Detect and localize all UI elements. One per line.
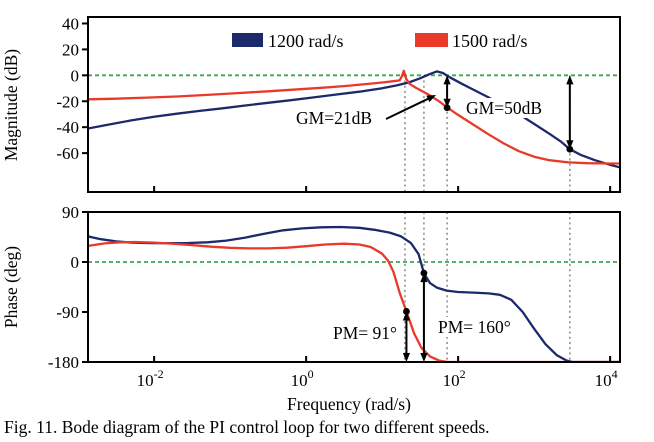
y-tick-label: -180 [48, 353, 79, 372]
plot-border [87, 211, 621, 363]
y-tick-label: -20 [56, 92, 79, 111]
legend-swatch-1200-rad-s [232, 33, 263, 47]
phase-plot: 90 0 -90 -180 Phase (deg) 10-2 100 102 104 Freque… [1, 203, 621, 414]
annotation-text: PM= 160° [438, 317, 511, 337]
measure-arrow-head-bottom [402, 353, 411, 362]
crossover-dot [420, 269, 428, 277]
measure-arrow-head-top [566, 75, 574, 85]
annotation-text-bg [464, 98, 544, 118]
measure-arrow-head-top [443, 75, 451, 85]
measure-arrow-head-top [420, 273, 428, 283]
annotation-gm-50db: GM=50dB [464, 75, 574, 153]
plot-border [87, 16, 621, 193]
y-tick-label: 20 [62, 40, 79, 59]
annotation-pm-160-: PM= 160° [420, 269, 513, 362]
measure-arrow-head-bottom [420, 353, 428, 362]
x-tick-label: 102 [443, 367, 466, 390]
crossover-dot [566, 145, 574, 153]
y-tick-label: -90 [56, 303, 79, 322]
annotation-text: PM= 91° [333, 323, 397, 343]
pointer-line [385, 96, 433, 120]
bode-plot-canvas: 40 20 0 -20 -40 -60 Magnitude (dB) GM=21dB GM=50… [1, 14, 621, 414]
y-tick-label: -40 [56, 118, 79, 137]
series-curve-1200-rad-s [88, 225, 620, 362]
annotation-text-bg [436, 317, 513, 337]
series-curve-1200-rad-s [88, 70, 620, 169]
measure-arrow-head-bottom [566, 140, 574, 150]
annotation-gm-21db: GM=21dB [294, 75, 451, 128]
pointer-arrow-head [426, 95, 436, 103]
measure-arrow-head-top [402, 311, 411, 321]
legend: 1200 rad/s 1500 rad/s [232, 31, 528, 51]
y-tick-label: 0 [71, 66, 80, 85]
annotation-pm-91-: PM= 91° [331, 308, 411, 362]
annotation-text-bg [331, 323, 400, 343]
series-curve-1500-rad-s [88, 69, 620, 165]
legend-label: 1500 rad/s [452, 31, 528, 51]
figure-caption: Fig. 11. Bode diagram of the PI control … [4, 417, 490, 437]
crossover-dot [443, 104, 451, 112]
x-axis-label: Frequency (rad/s) [287, 394, 411, 414]
legend-label: 1200 rad/s [268, 31, 344, 51]
annotation-text-bg [294, 108, 374, 128]
x-tick-label: 10-2 [137, 367, 164, 390]
measure-arrow-head-bottom [443, 98, 451, 108]
y-tick-label: 40 [62, 14, 79, 33]
annotation-text: GM=21dB [296, 108, 372, 128]
y-axis-label: Phase (deg) [1, 246, 21, 328]
series-curve-1500-rad-s [88, 240, 620, 362]
legend-swatch-1500-rad-s [415, 33, 448, 47]
y-tick-label: 0 [71, 253, 80, 272]
y-axis-label: Magnitude (dB) [1, 49, 21, 161]
crossover-dot [403, 308, 410, 315]
annotation-text: GM=50dB [466, 98, 542, 118]
magnitude-plot: 40 20 0 -20 -40 -60 Magnitude (dB) GM=21dB GM=50… [1, 14, 621, 193]
x-tick-label: 104 [595, 367, 618, 390]
y-tick-label: 90 [62, 203, 79, 222]
x-tick-label: 100 [291, 367, 314, 390]
y-tick-label: -60 [56, 144, 79, 163]
